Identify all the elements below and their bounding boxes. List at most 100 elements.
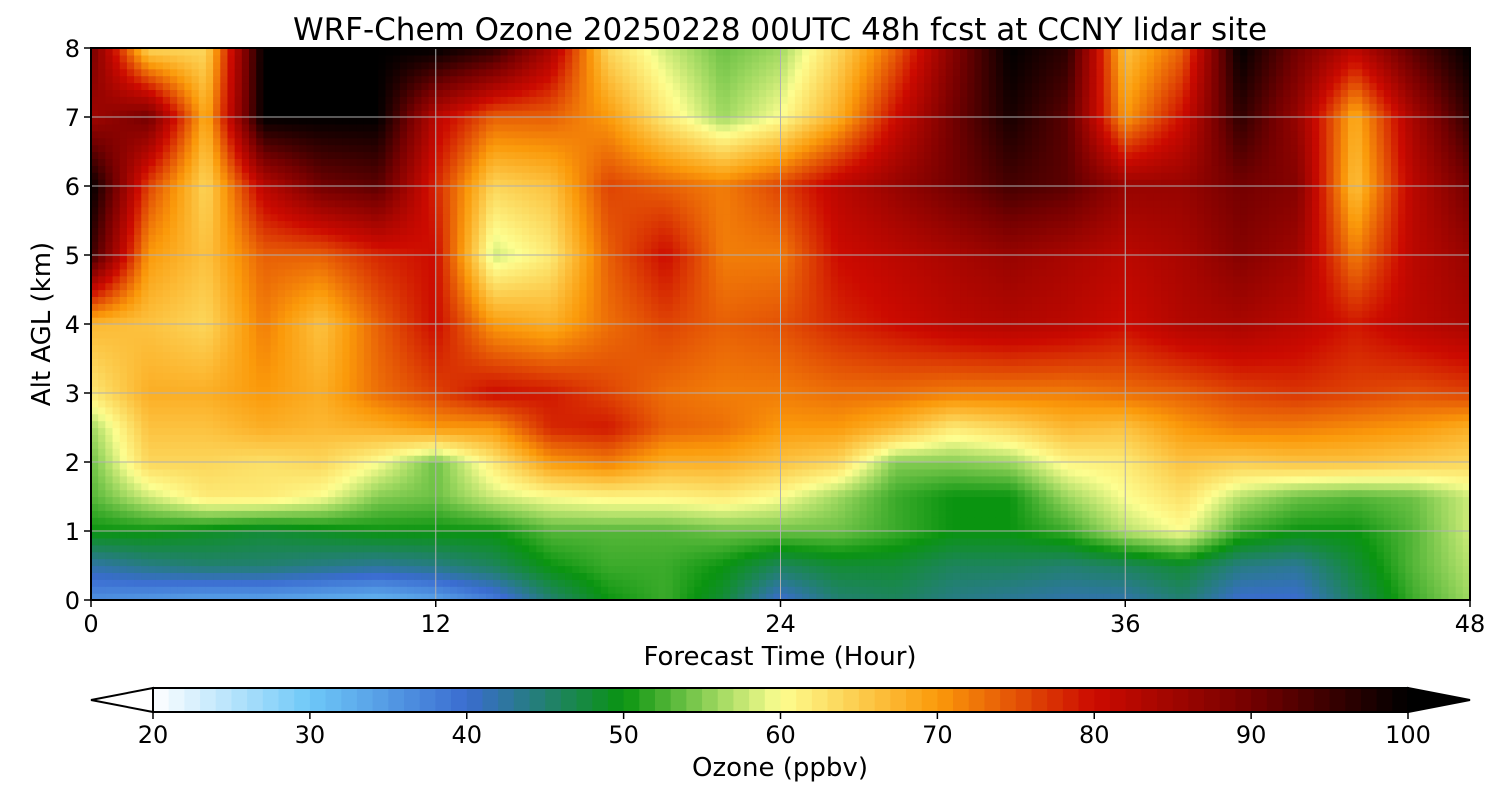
heatmap-cell xyxy=(392,565,401,573)
heatmap-cell xyxy=(349,579,358,587)
heatmap-cell xyxy=(952,489,961,498)
heatmap-cell xyxy=(277,524,286,532)
heatmap-cell xyxy=(407,531,415,539)
heatmap-cell xyxy=(586,517,595,525)
heatmap-cell xyxy=(1082,475,1090,484)
heatmap-cell xyxy=(1031,586,1040,594)
heatmap-cell xyxy=(1118,496,1126,504)
heatmap-cell xyxy=(263,586,272,594)
heatmap-cell xyxy=(600,565,609,573)
heatmap-cell xyxy=(1319,496,1327,504)
heatmap-cell xyxy=(112,579,121,587)
heatmap-cell xyxy=(1197,524,1205,532)
heatmap-cell xyxy=(1434,537,1442,546)
heatmap-cell xyxy=(170,593,178,600)
heatmap-cell xyxy=(802,510,810,518)
heatmap-cell xyxy=(277,531,286,539)
heatmap-cell xyxy=(1240,572,1248,580)
heatmap-cell xyxy=(500,427,509,435)
heatmap-cell xyxy=(744,551,753,560)
heatmap-cell xyxy=(766,524,774,532)
heatmap-cell xyxy=(1376,586,1385,594)
heatmap-cell xyxy=(866,524,875,532)
heatmap-cell xyxy=(909,517,918,525)
heatmap-cell xyxy=(572,455,580,463)
heatmap-cell xyxy=(1182,503,1191,511)
heatmap-cell xyxy=(1261,455,1270,463)
heatmap-cell xyxy=(363,503,372,511)
heatmap-cell xyxy=(378,475,387,484)
heatmap-cell xyxy=(1247,496,1256,504)
chart-title: WRF-Chem Ozone 20250228 00UTC 48h fcst a… xyxy=(293,12,1267,48)
heatmap-cell xyxy=(916,572,925,580)
heatmap-cell xyxy=(1031,455,1040,463)
heatmap-cell xyxy=(241,579,250,587)
heatmap-cell xyxy=(1405,565,1414,573)
heatmap-cell xyxy=(866,503,875,511)
heatmap-cell xyxy=(392,593,401,600)
heatmap-cell xyxy=(1254,579,1263,587)
heatmap-cell xyxy=(213,468,221,477)
heatmap-cell xyxy=(1161,427,1169,435)
heatmap-cell xyxy=(931,434,940,442)
heatmap-cell xyxy=(1161,482,1169,491)
heatmap-cell xyxy=(399,565,408,573)
heatmap-cell xyxy=(1311,482,1320,491)
heatmap-cell xyxy=(916,551,925,560)
heatmap-cell xyxy=(845,586,853,594)
heatmap-cell xyxy=(500,537,509,546)
heatmap-cell xyxy=(435,468,444,477)
heatmap-cell xyxy=(1283,496,1292,504)
heatmap-cell xyxy=(837,593,846,600)
heatmap-cell xyxy=(385,544,394,553)
heatmap-cell xyxy=(1340,517,1349,525)
heatmap-cell xyxy=(148,531,157,539)
heatmap-cell xyxy=(170,448,178,456)
heatmap-cell xyxy=(816,427,825,435)
heatmap-cell xyxy=(493,565,501,573)
heatmap-cell xyxy=(1455,455,1464,463)
heatmap-cell xyxy=(1110,572,1119,580)
heatmap-cell xyxy=(557,455,566,463)
heatmap-cell xyxy=(1189,517,1198,525)
heatmap-cell xyxy=(715,496,724,504)
heatmap-cell xyxy=(385,462,394,470)
heatmap-cell xyxy=(1311,455,1320,463)
heatmap-cell xyxy=(328,537,336,546)
heatmap-cell xyxy=(220,510,229,518)
heatmap-cell xyxy=(1010,579,1019,587)
heatmap-cell xyxy=(1448,468,1457,477)
heatmap-cell xyxy=(241,455,250,463)
heatmap-cell xyxy=(629,517,638,525)
heatmap-cell xyxy=(213,558,221,567)
heatmap-cell xyxy=(665,524,674,532)
heatmap-cell xyxy=(313,427,322,435)
heatmap-cell xyxy=(457,482,466,491)
heatmap-cell xyxy=(464,427,473,435)
heatmap-cell xyxy=(205,448,214,456)
heatmap-cell xyxy=(435,517,444,525)
heatmap-cell xyxy=(1024,565,1033,573)
heatmap-cell xyxy=(1161,586,1169,594)
heatmap-cell xyxy=(435,434,444,442)
heatmap-cell xyxy=(931,455,940,463)
heatmap-cell xyxy=(1197,482,1205,491)
heatmap-cell xyxy=(995,593,1004,600)
heatmap-cell xyxy=(543,448,552,456)
heatmap-cell xyxy=(1340,551,1349,560)
heatmap-cell xyxy=(148,586,157,594)
heatmap-cell xyxy=(543,434,552,442)
heatmap-cell xyxy=(845,558,853,567)
heatmap-cell xyxy=(249,572,257,580)
heatmap-cell xyxy=(1355,593,1363,600)
heatmap-cell xyxy=(895,531,904,539)
heatmap-cell xyxy=(608,441,616,449)
heatmap-cell xyxy=(1398,462,1406,470)
heatmap-cell xyxy=(205,593,214,600)
heatmap-cell xyxy=(644,475,652,484)
heatmap-cell xyxy=(529,489,537,498)
heatmap-cell xyxy=(1340,524,1349,532)
heatmap-cell xyxy=(916,427,925,435)
heatmap-cell xyxy=(1347,593,1356,600)
heatmap-cell xyxy=(1153,475,1162,484)
